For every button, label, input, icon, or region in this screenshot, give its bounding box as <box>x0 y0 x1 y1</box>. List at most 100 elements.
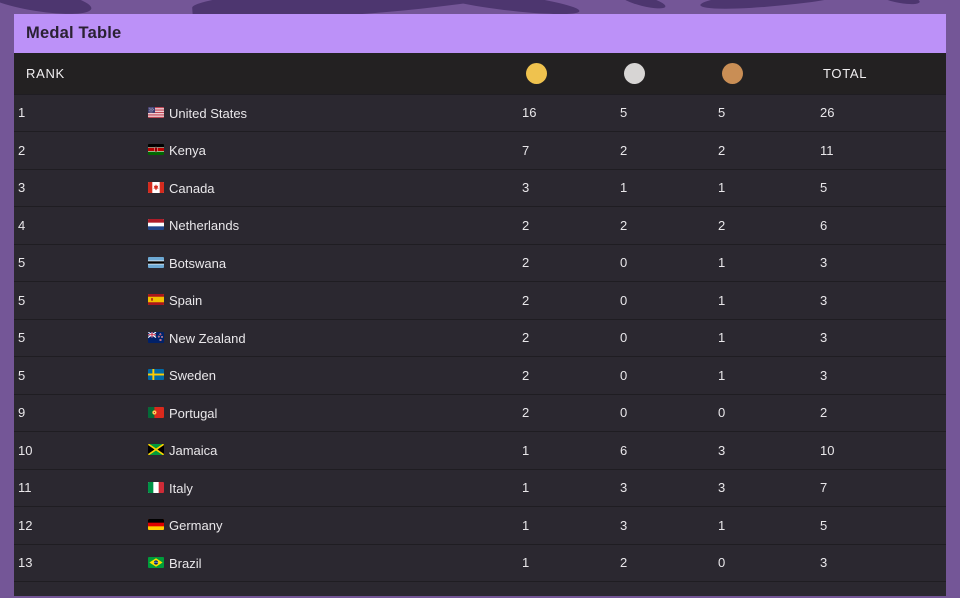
country-cell: Botswana <box>146 243 508 282</box>
silver-count: 3 <box>606 506 704 544</box>
silver-medal-icon <box>624 62 645 84</box>
rank-cell: 11 <box>14 468 146 507</box>
table-row: 5 Botswana 2 0 1 3 <box>14 243 946 282</box>
country-name: Kenya <box>169 143 206 159</box>
silver-count: 2 <box>606 206 704 244</box>
silver-count: 3 <box>606 468 704 507</box>
bronze-count: 1 <box>704 281 802 319</box>
country-name: Botswana <box>169 255 227 271</box>
gold-count: 1 <box>508 431 606 469</box>
gold-count: 2 <box>508 243 606 282</box>
cutoff-cell <box>14 581 946 596</box>
rank-cell: 9 <box>14 393 146 432</box>
rank-cell: 4 <box>14 206 146 244</box>
rank-cell: 5 <box>14 356 146 394</box>
total-count: 5 <box>802 168 946 207</box>
country-cell: Jamaica <box>146 431 508 469</box>
flag-spain-icon <box>148 294 164 306</box>
country-cell: Sweden <box>146 356 508 394</box>
silver-count: 2 <box>606 131 704 169</box>
total-count: 11 <box>802 131 946 169</box>
country-cell: Brazil <box>146 543 508 582</box>
bronze-count: 5 <box>704 93 802 132</box>
gold-column-header <box>508 53 606 94</box>
flag-netherlands-icon <box>148 219 164 231</box>
country-cell: Canada <box>146 168 508 207</box>
country-cell: Portugal <box>146 393 508 432</box>
total-count: 3 <box>802 318 946 357</box>
rank-cell: 3 <box>14 168 146 207</box>
rank-column-header: RANK <box>14 53 146 94</box>
rank-cell: 10 <box>14 431 146 469</box>
country-name: New Zealand <box>169 330 246 346</box>
total-count: 3 <box>802 543 946 582</box>
silver-column-header <box>606 53 704 94</box>
country-cell: Spain <box>146 281 508 319</box>
country-cell: Netherlands <box>146 206 508 244</box>
gold-count: 7 <box>508 131 606 169</box>
country-name: Portugal <box>169 405 218 421</box>
country-name: United States <box>169 105 248 121</box>
bronze-count: 0 <box>704 543 802 582</box>
bronze-column-header <box>704 53 802 94</box>
bronze-medal-icon <box>722 62 743 84</box>
total-count: 3 <box>802 356 946 394</box>
table-row: 3 Canada 3 1 1 5 <box>14 168 946 207</box>
total-count: 3 <box>802 243 946 282</box>
gold-count: 1 <box>508 506 606 544</box>
bronze-count: 1 <box>704 356 802 394</box>
table-row: 12 Germany 1 3 1 5 <box>14 506 946 544</box>
bronze-count: 1 <box>704 243 802 282</box>
gold-count: 1 <box>508 468 606 507</box>
flag-kenya-icon <box>148 144 164 156</box>
table-row: 11 Italy 1 3 3 7 <box>14 468 946 507</box>
medal-table: RANK TOTAL 1 United St <box>14 53 946 596</box>
silver-count: 5 <box>606 93 704 132</box>
bronze-count: 1 <box>704 506 802 544</box>
country-name: Spain <box>169 293 203 309</box>
globe-illustration <box>0 0 960 14</box>
table-row: 5 Sweden 2 0 1 3 <box>14 356 946 394</box>
page-title: Medal Table <box>26 24 122 42</box>
gold-count: 2 <box>508 318 606 357</box>
gold-count: 2 <box>508 281 606 319</box>
country-name: Netherlands <box>169 218 240 234</box>
flag-jamaica-icon <box>148 444 164 456</box>
rank-cell: 5 <box>14 281 146 319</box>
silver-count: 0 <box>606 393 704 432</box>
gold-count: 1 <box>508 543 606 582</box>
gold-count: 2 <box>508 393 606 432</box>
total-count: 6 <box>802 206 946 244</box>
silver-count: 0 <box>606 356 704 394</box>
total-count: 7 <box>802 468 946 507</box>
country-name: Germany <box>169 518 223 534</box>
silver-count: 6 <box>606 431 704 469</box>
silver-count: 0 <box>606 281 704 319</box>
total-count: 5 <box>802 506 946 544</box>
table-row: 5 Spain 2 0 1 3 <box>14 281 946 319</box>
gold-count: 3 <box>508 168 606 207</box>
country-name: Jamaica <box>169 443 218 459</box>
table-row-cutoff <box>14 581 946 596</box>
rank-cell: 1 <box>14 93 146 132</box>
bronze-count: 2 <box>704 131 802 169</box>
country-name: Canada <box>169 180 215 196</box>
country-column-header <box>146 53 508 94</box>
gold-count: 16 <box>508 93 606 132</box>
bronze-count: 1 <box>704 318 802 357</box>
rank-cell: 5 <box>14 243 146 282</box>
silver-count: 1 <box>606 168 704 207</box>
country-cell: Italy <box>146 468 508 507</box>
flag-germany-icon <box>148 519 164 531</box>
country-cell: United States <box>146 93 508 132</box>
flag-italy-icon <box>148 481 164 493</box>
country-cell: Germany <box>146 506 508 544</box>
bronze-count: 0 <box>704 393 802 432</box>
flag-sweden-icon <box>148 369 164 381</box>
bronze-count: 3 <box>704 431 802 469</box>
country-name: Brazil <box>169 555 202 571</box>
flag-canada-icon <box>148 181 164 193</box>
total-count: 26 <box>802 93 946 132</box>
silver-count: 2 <box>606 543 704 582</box>
